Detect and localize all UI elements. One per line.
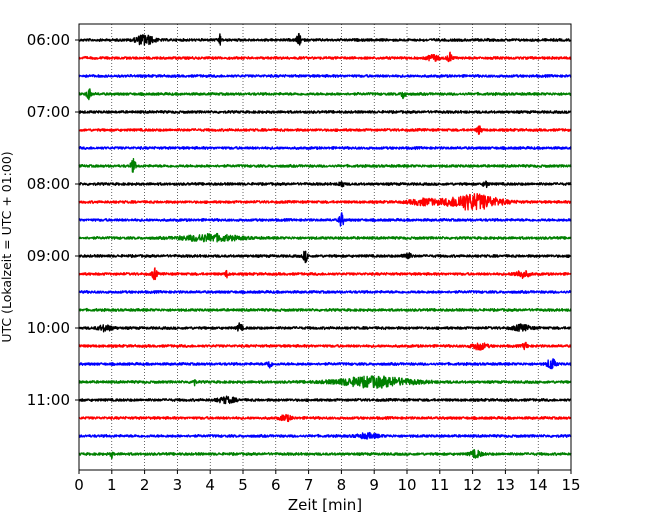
x-tick-label: 6 xyxy=(271,476,281,494)
y-tick-label: 07:00 xyxy=(27,103,70,121)
trace-line xyxy=(78,232,572,243)
trace-line xyxy=(78,431,572,440)
trace-line xyxy=(78,109,572,115)
trace-line xyxy=(78,413,572,423)
trace-line xyxy=(78,322,572,333)
x-tick-label: 12 xyxy=(463,476,482,494)
x-tick-label: 8 xyxy=(337,476,347,494)
trace-line xyxy=(78,157,572,173)
y-tick-label: 11:00 xyxy=(27,391,70,409)
trace-line xyxy=(78,341,572,351)
seismogram-traces xyxy=(78,32,572,460)
x-tick-label: 3 xyxy=(173,476,183,494)
y-axis-ticks: 06:00 07:00 08:00 09:00 10:00 11:00 xyxy=(27,31,79,409)
x-tick-label: 9 xyxy=(369,476,379,494)
x-tick-label: 5 xyxy=(238,476,248,494)
trace-line xyxy=(78,88,572,101)
trace-line xyxy=(78,395,572,405)
trace-line xyxy=(78,375,572,389)
y-tick-label: 10:00 xyxy=(27,319,70,337)
y-tick-label: 06:00 xyxy=(27,31,70,49)
y-tick-label: 09:00 xyxy=(27,247,70,265)
trace-line xyxy=(78,267,572,281)
x-tick-label: 13 xyxy=(496,476,515,494)
x-tick-label: 11 xyxy=(430,476,449,494)
vertical-grid xyxy=(111,24,539,470)
trace-line xyxy=(78,51,572,63)
trace-line xyxy=(78,449,572,460)
x-tick-label: 4 xyxy=(205,476,215,494)
x-tick-label: 15 xyxy=(561,476,580,494)
trace-line xyxy=(78,73,572,79)
plot-frame xyxy=(78,23,572,471)
trace-line xyxy=(78,250,572,264)
x-tick-label: 14 xyxy=(529,476,548,494)
trace-line xyxy=(78,32,572,46)
trace-line xyxy=(78,145,572,151)
trace-line xyxy=(78,307,572,313)
y-tick-label: 08:00 xyxy=(27,175,70,193)
x-tick-label: 7 xyxy=(304,476,314,494)
x-tick-label: 1 xyxy=(107,476,117,494)
x-tick-label: 2 xyxy=(140,476,150,494)
trace-line xyxy=(78,180,572,189)
x-tick-label: 0 xyxy=(74,476,84,494)
y-axis-label: UTC (Lokalzeit = UTC + 01:00) xyxy=(0,151,14,342)
x-axis-ticks: 0 1 2 3 4 5 6 7 8 9 10 11 12 13 14 15 xyxy=(74,470,581,494)
trace-line xyxy=(78,289,572,295)
trace-line xyxy=(78,358,572,370)
trace-line xyxy=(78,125,572,135)
trace-line xyxy=(78,212,572,227)
trace-line xyxy=(78,192,572,211)
x-tick-label: 10 xyxy=(397,476,416,494)
x-axis-label: Zeit [min] xyxy=(288,496,362,514)
